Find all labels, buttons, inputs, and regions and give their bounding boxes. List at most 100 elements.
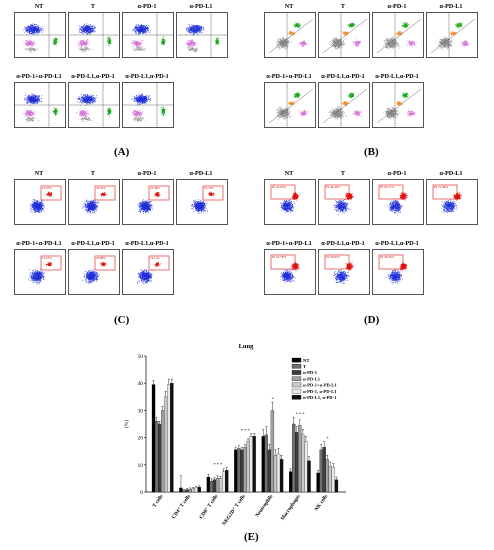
event-dot (35, 29, 37, 30)
event-dot (138, 30, 139, 32)
event-dot (145, 100, 146, 101)
column-title: α-PD-1 (137, 3, 157, 10)
event-dot (29, 115, 31, 117)
event-dot (29, 41, 31, 43)
event-dot (25, 27, 26, 29)
event-dot (147, 28, 148, 30)
event-dot (135, 47, 137, 49)
event-dot (142, 25, 144, 27)
event-dot (82, 28, 83, 30)
event-dot (84, 95, 86, 97)
event-dot (142, 95, 144, 97)
event-dot (137, 44, 138, 46)
event-dot (79, 25, 80, 27)
event-dot (29, 29, 31, 31)
event-dot (30, 29, 31, 30)
event-dot (89, 28, 90, 29)
event-dot (137, 114, 139, 115)
event-dot (132, 118, 134, 120)
event-dot (85, 28, 87, 30)
event-dot (31, 52, 32, 53)
event-dot (94, 97, 96, 99)
event-dot (190, 30, 192, 31)
event-dot (161, 41, 163, 43)
event-dot (87, 39, 88, 40)
event-dot (110, 110, 111, 112)
event-dot (132, 42, 134, 44)
event-dot (88, 98, 90, 99)
event-dot (28, 95, 29, 96)
event-dot (141, 26, 142, 27)
event-dot (86, 97, 88, 98)
event-dot (31, 45, 32, 47)
event-dot (32, 120, 33, 122)
event-dot (140, 43, 141, 45)
event-dot (27, 26, 28, 28)
event-dot (189, 49, 190, 51)
event-dot (136, 112, 137, 114)
event-dot (22, 113, 24, 114)
event-dot (29, 101, 31, 103)
event-dot (161, 42, 162, 44)
event-dot (32, 30, 34, 31)
event-dot (137, 49, 138, 50)
event-dot (142, 102, 144, 103)
event-dot (81, 108, 82, 110)
event-dot (36, 24, 38, 26)
event-dot (28, 43, 29, 45)
event-dot (36, 26, 38, 27)
event-dot (194, 33, 195, 34)
event-dot (83, 42, 84, 43)
event-dot (86, 44, 87, 46)
event-dot (30, 44, 31, 46)
event-dot (26, 112, 27, 113)
event-dot (190, 48, 192, 50)
event-dot (88, 24, 90, 26)
event-dot (37, 31, 39, 32)
column-title: α-PD-L1 (189, 3, 213, 10)
event-dot (84, 100, 86, 101)
event-dot (162, 111, 164, 113)
event-dot (139, 44, 141, 46)
event-dot (163, 43, 165, 44)
event-dot (26, 44, 28, 46)
event-dot (186, 43, 187, 44)
event-dot (135, 41, 136, 43)
event-dot (190, 41, 191, 42)
event-dot (108, 113, 109, 114)
event-dot (32, 44, 33, 45)
event-dot (32, 42, 34, 44)
event-dot (189, 45, 191, 46)
event-dot (87, 29, 88, 31)
event-dot (140, 101, 142, 103)
event-dot (196, 32, 197, 33)
event-dot (81, 49, 83, 51)
event-dot (30, 96, 32, 97)
event-dot (84, 101, 86, 103)
event-dot (90, 101, 91, 102)
event-dot (32, 46, 33, 47)
event-dot (108, 37, 109, 39)
event-dot (84, 32, 86, 34)
event-dot (198, 27, 200, 28)
event-dot (32, 29, 34, 31)
event-dot (193, 31, 194, 33)
event-dot (26, 100, 28, 101)
event-dot (137, 30, 139, 32)
event-dot (36, 29, 38, 31)
event-dot (132, 98, 133, 100)
event-dot (38, 99, 39, 101)
event-dot (150, 98, 151, 100)
event-dot (90, 29, 92, 30)
event-dot (143, 117, 144, 119)
event-dot (80, 94, 82, 96)
event-dot (25, 97, 27, 99)
event-dot (84, 114, 86, 116)
event-dot (83, 26, 84, 27)
event-dot (190, 40, 192, 42)
event-dot (141, 48, 143, 50)
event-dot (83, 43, 85, 45)
event-dot (87, 102, 89, 103)
event-dot (193, 45, 195, 46)
event-dot (36, 103, 38, 104)
